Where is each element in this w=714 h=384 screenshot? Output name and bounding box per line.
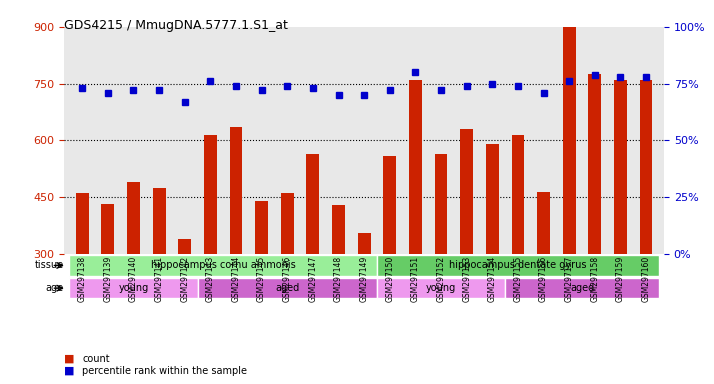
Text: GSM297149: GSM297149	[360, 256, 368, 302]
Bar	[435, 154, 448, 254]
Bar	[511, 135, 524, 254]
Text: GSM297159: GSM297159	[616, 256, 625, 302]
Text: ■: ■	[64, 354, 75, 364]
FancyBboxPatch shape	[505, 278, 659, 298]
Bar	[563, 27, 575, 254]
Text: GSM297139: GSM297139	[104, 256, 112, 302]
Text: GSM297143: GSM297143	[206, 256, 215, 302]
Text: count: count	[82, 354, 110, 364]
Bar	[461, 129, 473, 254]
FancyBboxPatch shape	[69, 278, 198, 298]
Text: GSM297144: GSM297144	[231, 256, 241, 302]
Text: GDS4215 / MmugDNA.5777.1.S1_at: GDS4215 / MmugDNA.5777.1.S1_at	[64, 19, 288, 32]
Bar	[358, 233, 371, 254]
Bar	[614, 80, 627, 254]
FancyBboxPatch shape	[377, 278, 505, 298]
Bar	[588, 74, 601, 254]
Text: GSM297160: GSM297160	[642, 256, 650, 302]
FancyBboxPatch shape	[198, 278, 377, 298]
Text: age: age	[46, 283, 64, 293]
Text: GSM297146: GSM297146	[283, 256, 292, 302]
Bar	[486, 144, 498, 254]
Bar	[127, 182, 140, 254]
Text: GSM297154: GSM297154	[488, 256, 497, 302]
Text: GSM297155: GSM297155	[513, 256, 523, 302]
Text: hippocampus dentate gyrus: hippocampus dentate gyrus	[449, 260, 587, 270]
Bar	[153, 188, 166, 254]
Text: hippocampus cornu ammonis: hippocampus cornu ammonis	[151, 260, 296, 270]
Bar	[204, 135, 217, 254]
Bar	[101, 204, 114, 254]
Bar	[281, 194, 293, 254]
Text: GSM297158: GSM297158	[590, 256, 599, 302]
Text: tissue: tissue	[34, 260, 64, 270]
Text: aged: aged	[275, 283, 299, 293]
FancyBboxPatch shape	[377, 255, 659, 276]
Text: GSM297151: GSM297151	[411, 256, 420, 302]
Text: young: young	[119, 283, 149, 293]
Bar	[178, 239, 191, 254]
Bar	[640, 80, 653, 254]
Text: aged: aged	[570, 283, 594, 293]
Text: percentile rank within the sample: percentile rank within the sample	[82, 366, 247, 376]
FancyBboxPatch shape	[69, 255, 377, 276]
Text: GSM297148: GSM297148	[334, 256, 343, 302]
Bar	[409, 80, 422, 254]
Bar	[383, 156, 396, 254]
Bar	[230, 127, 242, 254]
Text: young: young	[426, 283, 456, 293]
Text: ■: ■	[64, 366, 75, 376]
Text: GSM297140: GSM297140	[129, 256, 138, 302]
Bar	[332, 205, 345, 254]
Text: GSM297141: GSM297141	[155, 256, 164, 302]
Bar	[306, 154, 319, 254]
Text: GSM297153: GSM297153	[462, 256, 471, 302]
Text: GSM297147: GSM297147	[308, 256, 318, 302]
Bar	[76, 194, 89, 254]
Text: GSM297145: GSM297145	[257, 256, 266, 302]
Text: GSM297152: GSM297152	[436, 256, 446, 302]
Text: GSM297142: GSM297142	[180, 256, 189, 302]
Bar	[255, 201, 268, 254]
Text: GSM297157: GSM297157	[565, 256, 573, 302]
Bar	[537, 192, 550, 254]
Text: GSM297138: GSM297138	[78, 256, 86, 302]
Text: GSM297150: GSM297150	[386, 256, 394, 302]
Text: GSM297156: GSM297156	[539, 256, 548, 302]
